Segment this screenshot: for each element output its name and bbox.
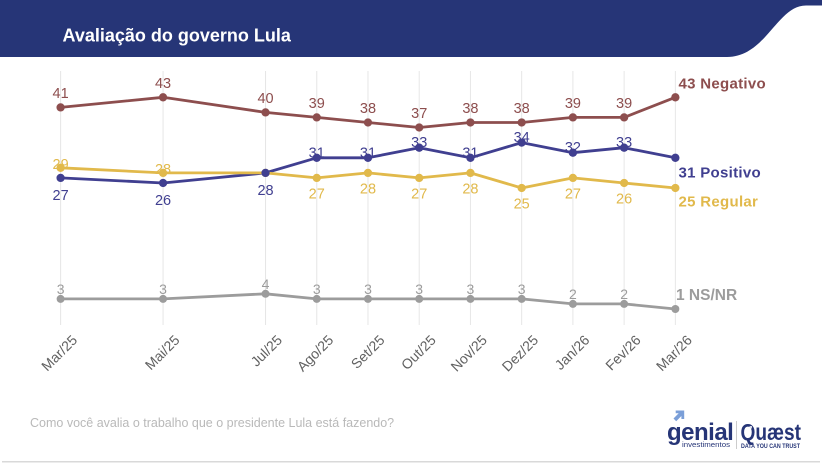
svg-text:3: 3 [518,281,526,297]
svg-text:3: 3 [364,281,372,297]
svg-text:28: 28 [360,181,376,197]
svg-text:38: 38 [514,101,530,117]
svg-text:genial: genial [667,419,733,446]
svg-text:3: 3 [415,281,423,297]
svg-text:Como você avalia o trabalho qu: Como você avalia o trabalho que o presid… [30,416,394,430]
svg-text:39: 39 [309,96,325,112]
svg-text:26: 26 [616,192,632,208]
svg-text:2: 2 [620,286,628,302]
svg-text:27: 27 [53,188,69,204]
svg-text:37: 37 [411,106,427,122]
svg-text:25 Regular: 25 Regular [679,194,759,211]
svg-text:39: 39 [565,96,581,112]
svg-text:4: 4 [262,276,270,292]
svg-text:38: 38 [462,101,478,117]
svg-text:39: 39 [616,96,632,112]
svg-text:3: 3 [313,281,321,297]
svg-text:3: 3 [467,281,475,297]
svg-text:investimentos: investimentos [682,440,730,449]
svg-text:2: 2 [569,286,577,302]
svg-text:27: 27 [565,186,581,202]
svg-text:25: 25 [514,197,530,213]
svg-text:38: 38 [360,101,376,117]
svg-text:28: 28 [462,181,478,197]
svg-text:41: 41 [53,86,69,102]
svg-text:27: 27 [411,186,427,202]
svg-text:Avaliação do governo Lula: Avaliação do governo Lula [63,26,292,46]
svg-text:26: 26 [155,193,171,209]
svg-text:Quæst: Quæst [741,419,802,445]
svg-text:3: 3 [159,281,167,297]
svg-text:31 Positivo: 31 Positivo [679,165,762,182]
svg-text:40: 40 [257,91,273,107]
svg-text:DATA YOU CAN TRUST: DATA YOU CAN TRUST [741,444,800,450]
svg-text:1 NS/NR: 1 NS/NR [676,287,737,304]
svg-text:43: 43 [155,76,171,92]
svg-text:27: 27 [309,186,325,202]
svg-text:43 Negativo: 43 Negativo [679,76,767,93]
svg-text:3: 3 [57,281,65,297]
svg-text:28: 28 [257,183,273,199]
